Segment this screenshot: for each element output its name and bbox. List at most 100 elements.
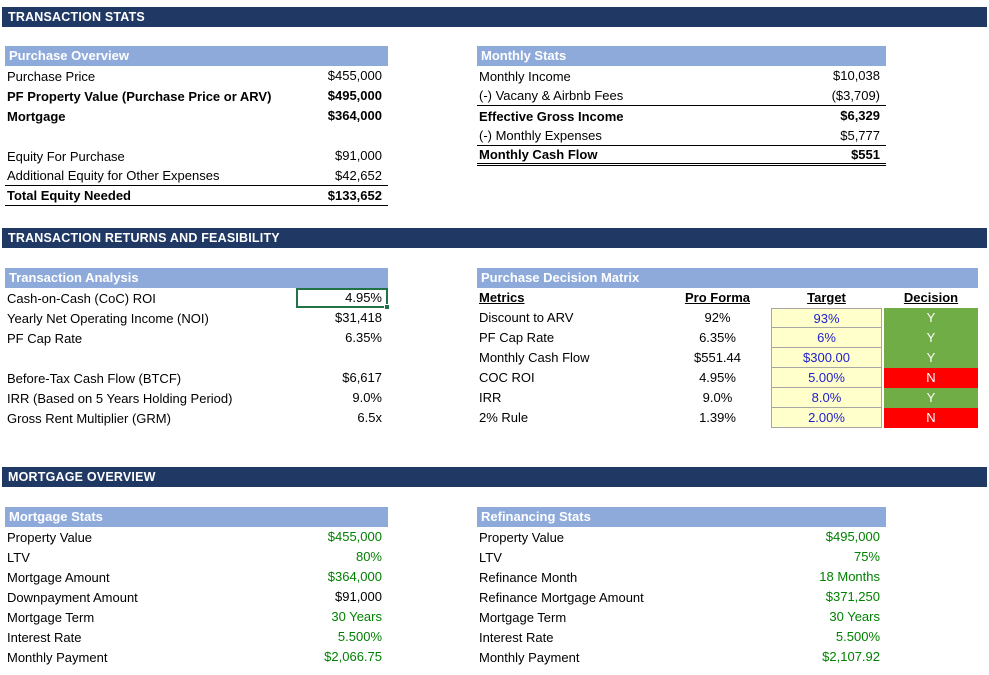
cell-label[interactable]: Equity For Purchase (5, 147, 296, 166)
matrix-metric-cell[interactable]: 2% Rule (477, 408, 664, 428)
table-header-purchase-decision-matrix: Purchase Decision Matrix (477, 268, 978, 288)
cell-label[interactable]: Monthly Cash Flow (477, 145, 794, 164)
cell-value[interactable]: 6.5x (296, 408, 388, 428)
cell-value[interactable]: $10,038 (794, 66, 886, 86)
matrix-decision-cell[interactable]: Y (884, 388, 978, 408)
matrix-target-cell[interactable]: 6% (771, 328, 882, 348)
cell-value[interactable]: $2,066.75 (296, 647, 388, 667)
cell-label[interactable]: Purchase Price (5, 67, 296, 86)
matrix-target-cell[interactable]: 93% (771, 308, 882, 328)
matrix-target-cell[interactable]: $300.00 (771, 348, 882, 368)
cell-label[interactable]: LTV (5, 548, 296, 567)
cell-label[interactable]: Downpayment Amount (5, 588, 296, 607)
cell-label[interactable]: Monthly Payment (5, 648, 296, 667)
banner-mortgage-overview: MORTGAGE OVERVIEW (2, 467, 987, 487)
cell-label[interactable]: Effective Gross Income (477, 107, 794, 126)
matrix-metric-cell[interactable]: Monthly Cash Flow (477, 348, 664, 368)
cell-label[interactable]: Mortgage (5, 107, 296, 126)
matrix-metric-cell[interactable]: IRR (477, 388, 664, 408)
cell-value[interactable]: 5.500% (794, 627, 886, 647)
cell-label[interactable]: PF Cap Rate (5, 329, 296, 348)
table-body-monthly-stats: Monthly Income$10,038(-) Vacany & Airbnb… (477, 66, 886, 166)
cell-value[interactable]: 9.0% (296, 388, 388, 408)
cell-value[interactable]: $91,000 (296, 146, 388, 166)
cell-value[interactable]: $31,418 (296, 308, 388, 328)
table-row: Gross Rent Multiplier (GRM)6.5x (5, 408, 388, 428)
cell-value[interactable]: $42,652 (296, 166, 388, 186)
cell-value[interactable]: 30 Years (296, 607, 388, 627)
cell-label[interactable]: Mortgage Term (477, 608, 794, 627)
matrix-decision-cell[interactable]: Y (884, 328, 978, 348)
table-monthly-stats: Monthly Stats Monthly Income$10,038(-) V… (477, 46, 886, 166)
table-refinancing-stats: Refinancing Stats Property Value$495,000… (477, 507, 886, 667)
cell-label[interactable]: Total Equity Needed (5, 186, 296, 205)
cell-value[interactable]: $455,000 (296, 66, 388, 86)
cell-label[interactable]: Yearly Net Operating Income (NOI) (5, 309, 296, 328)
matrix-decision-cell[interactable]: Y (884, 308, 978, 328)
cell-label[interactable]: Refinance Month (477, 568, 794, 587)
active-cell-value[interactable]: 4.95% (296, 288, 388, 308)
cell-value[interactable]: 6.35% (296, 328, 388, 348)
matrix-metric-cell[interactable]: COC ROI (477, 368, 664, 388)
table-body-transaction-analysis: Cash-on-Cash (CoC) ROI4.95%Yearly Net Op… (5, 288, 388, 428)
cell-value[interactable]: $455,000 (296, 527, 388, 547)
cell-label[interactable]: (-) Monthly Expenses (477, 126, 794, 145)
cell-label[interactable]: Cash-on-Cash (CoC) ROI (5, 289, 296, 308)
cell-value[interactable]: 5.500% (296, 627, 388, 647)
matrix-proforma-cell[interactable]: 6.35% (664, 328, 771, 348)
cell-label[interactable]: Property Value (5, 528, 296, 547)
cell-value[interactable]: $495,000 (296, 86, 388, 106)
cell-value[interactable]: $91,000 (296, 587, 388, 607)
cell-value[interactable]: $6,329 (794, 106, 886, 126)
cell-value[interactable]: $6,617 (296, 368, 388, 388)
cell-label[interactable]: Refinance Mortgage Amount (477, 588, 794, 607)
cell-label[interactable]: PF Property Value (Purchase Price or ARV… (5, 87, 296, 106)
cell-label[interactable]: IRR (Based on 5 Years Holding Period) (5, 389, 296, 408)
cell-value[interactable]: $551 (794, 145, 886, 165)
matrix-decision-cell[interactable]: Y (884, 348, 978, 368)
cell-value[interactable]: $371,250 (794, 587, 886, 607)
matrix-proforma-cell[interactable]: $551.44 (664, 348, 771, 368)
cell-value[interactable] (296, 348, 388, 368)
cell-label[interactable]: Gross Rent Multiplier (GRM) (5, 409, 296, 428)
matrix-target-cell[interactable]: 8.0% (771, 388, 882, 408)
banner-transaction-returns: TRANSACTION RETURNS AND FEASIBILITY (2, 228, 987, 248)
cell-value[interactable]: $2,107.92 (794, 647, 886, 667)
cell-value[interactable] (296, 126, 388, 146)
cell-label[interactable]: Property Value (477, 528, 794, 547)
cell-value[interactable]: 75% (794, 547, 886, 567)
matrix-proforma-cell[interactable]: 4.95% (664, 368, 771, 388)
table-row: Effective Gross Income$6,329 (477, 106, 886, 126)
cell-label[interactable]: Additional Equity for Other Expenses (5, 166, 296, 185)
cell-value[interactable]: $133,652 (296, 186, 388, 206)
cell-label[interactable]: Monthly Income (477, 67, 794, 86)
matrix-decision-cell[interactable]: N (884, 408, 978, 428)
cell-value[interactable]: $495,000 (794, 527, 886, 547)
matrix-proforma-cell[interactable]: 1.39% (664, 408, 771, 428)
cell-value[interactable]: 30 Years (794, 607, 886, 627)
cell-value[interactable]: ($3,709) (794, 86, 886, 106)
cell-value[interactable]: $364,000 (296, 567, 388, 587)
matrix-decision-cell[interactable]: N (884, 368, 978, 388)
matrix-proforma-cell[interactable]: 9.0% (664, 388, 771, 408)
cell-label[interactable]: Before-Tax Cash Flow (BTCF) (5, 369, 296, 388)
cell-label[interactable]: Interest Rate (477, 628, 794, 647)
cell-value[interactable]: 80% (296, 547, 388, 567)
matrix-target-cell[interactable]: 5.00% (771, 368, 882, 388)
cell-value[interactable]: $5,777 (794, 126, 886, 146)
matrix-proforma-cell[interactable]: 92% (664, 308, 771, 328)
cell-label[interactable]: Interest Rate (5, 628, 296, 647)
cell-label[interactable]: LTV (477, 548, 794, 567)
cell-label[interactable]: Monthly Payment (477, 648, 794, 667)
cell-label[interactable]: Mortgage Term (5, 608, 296, 627)
cell-label[interactable]: (-) Vacany & Airbnb Fees (477, 86, 794, 105)
table-row: PF Property Value (Purchase Price or ARV… (5, 86, 388, 106)
cell-label[interactable]: Mortgage Amount (5, 568, 296, 587)
matrix-col-header-metrics: Metrics (477, 288, 664, 308)
table-row: LTV75% (477, 547, 886, 567)
cell-value[interactable]: 18 Months (794, 567, 886, 587)
cell-value[interactable]: $364,000 (296, 106, 388, 126)
matrix-target-cell[interactable]: 2.00% (771, 408, 882, 428)
matrix-metric-cell[interactable]: Discount to ARV (477, 308, 664, 328)
matrix-metric-cell[interactable]: PF Cap Rate (477, 328, 664, 348)
